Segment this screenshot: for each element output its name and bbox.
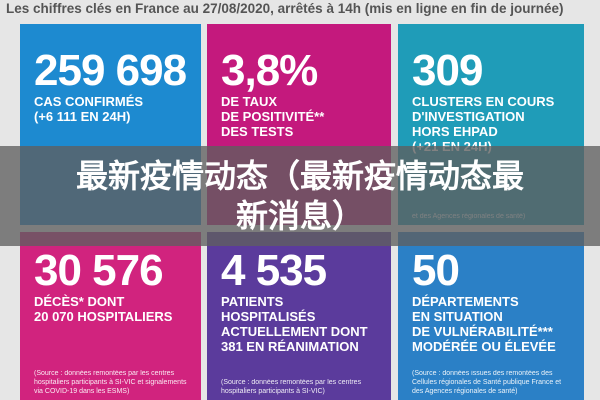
tile-line: MODÉRÉE OU ÉLEVÉE — [412, 339, 556, 354]
tile-number: 4 535 — [221, 246, 327, 295]
tile-source: (Source : données issues des remontées d… — [412, 370, 562, 395]
tile-line: DÉCÈS* DONT — [34, 294, 125, 309]
tile-line: DE POSITIVITÉ** — [221, 109, 325, 124]
tile-line: DES TESTS — [221, 124, 294, 139]
tile: 50 DÉPARTEMENTS EN SITUATION DE VULNÉRABILI… — [398, 232, 584, 400]
tile-line: D'INVESTIGATION — [412, 109, 525, 124]
tile-number: 3,8% — [221, 46, 318, 95]
tile-line: 381 EN RÉANIMATION — [221, 339, 359, 354]
tile-source: (Source : données remontées par les cent… — [34, 370, 187, 395]
tile-line: DE VULNÉRABILITÉ*** — [412, 324, 553, 339]
tile-number: 50 — [412, 246, 460, 295]
tile-line: CLUSTERS EN COURS — [412, 94, 555, 109]
tile-line: ACTUELLEMENT DONT — [221, 324, 368, 339]
header-title: Les chiffres clés en France au 27/08/202… — [6, 1, 564, 16]
tile-number: 30 576 — [34, 246, 164, 295]
banner: 最新疫情动态（最新疫情动态最 新消息） — [0, 146, 600, 246]
tile-number: 309 — [412, 46, 483, 95]
tile-line: 20 070 HOSPITALIERS — [34, 309, 173, 324]
tile-line: DE TAUX — [221, 94, 278, 109]
tile-number: 259 698 — [34, 46, 187, 95]
tile-line: CAS CONFIRMÉS — [34, 94, 144, 109]
tile-source: (Source : données remontées par les cent… — [221, 379, 362, 395]
tile-line: PATIENTS — [221, 294, 284, 309]
tile: 4 535 PATIENTS HOSPITALISÉS ACTUELLEMENT DO… — [207, 232, 391, 400]
tile-line: EN SITUATION — [412, 309, 503, 324]
tile-line: (+6 111 EN 24H) — [34, 109, 131, 124]
banner-line: 最新疫情动态（最新疫情动态最 — [75, 158, 524, 194]
tile-line: HORS EHPAD — [412, 124, 498, 139]
tile-line: HOSPITALISÉS — [221, 309, 316, 324]
tile: 30 576 DÉCÈS* DONT 20 070 HOSPITALIERS (Sou… — [20, 232, 201, 400]
banner-line: 新消息） — [235, 198, 364, 234]
tile-line: DÉPARTEMENTS — [412, 294, 519, 309]
